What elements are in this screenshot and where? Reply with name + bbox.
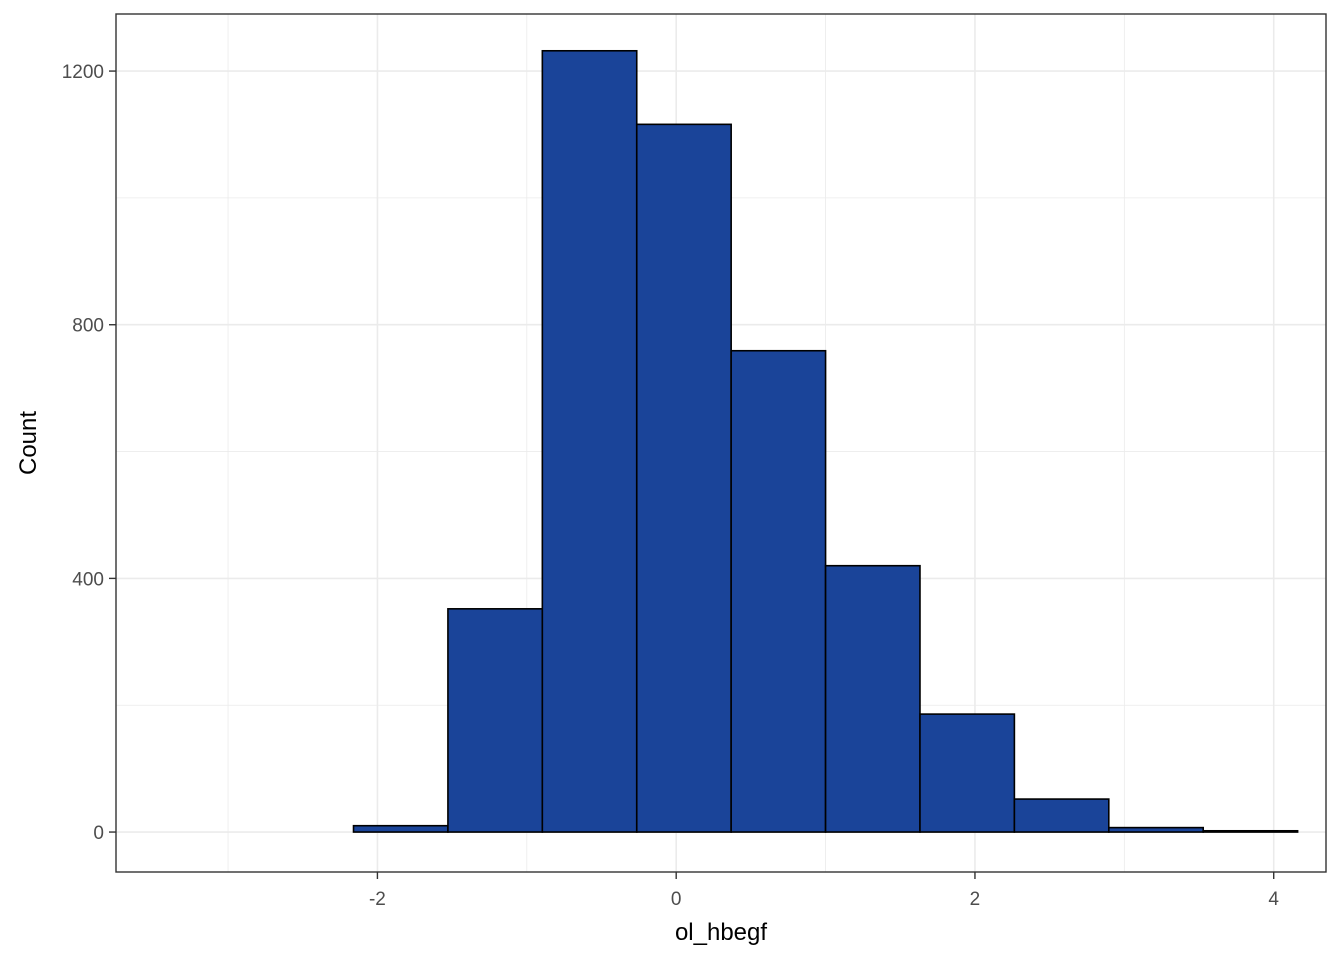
y-tick-label: 1200 [62, 62, 104, 83]
x-tick-label: -2 [369, 889, 386, 910]
axes: -2 0 2 4 0 400 800 1200 [62, 62, 1280, 910]
x-tick-label: 0 [671, 889, 682, 910]
histogram-bar [919, 713, 1016, 833]
y-tick-label: 800 [72, 316, 104, 337]
histogram-bar [635, 123, 732, 833]
histogram-bar [447, 608, 544, 833]
histogram-bar [1202, 829, 1299, 833]
histogram-bar [730, 349, 827, 833]
histogram-bar [824, 564, 921, 833]
histogram-bar [541, 49, 638, 833]
histogram-bar [1107, 826, 1205, 833]
histogram-bars [352, 49, 1299, 833]
x-axis-title: ol_hbegf [675, 919, 767, 946]
y-tick-label: 400 [72, 569, 104, 590]
histogram-bar [1013, 798, 1110, 833]
y-tick-label: 0 [93, 823, 104, 844]
y-axis-title: Count [15, 411, 42, 475]
panel-border [115, 13, 1327, 873]
histogram-bar [352, 824, 449, 833]
x-tick-label: 2 [970, 889, 981, 910]
x-tick-label: 4 [1268, 889, 1279, 910]
